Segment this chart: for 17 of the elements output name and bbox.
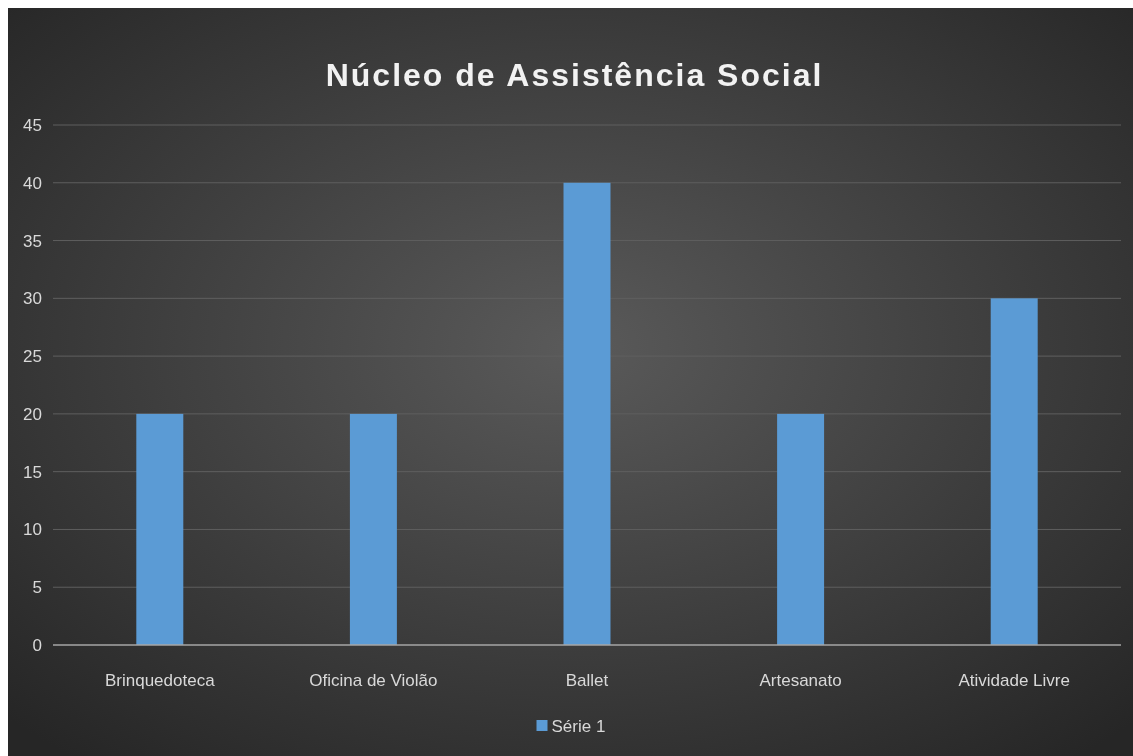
y-tick-label: 25 bbox=[23, 347, 42, 367]
x-tick-label: Oficina de Violão bbox=[309, 671, 438, 690]
y-tick-label: 20 bbox=[23, 404, 42, 424]
y-tick-label: 30 bbox=[23, 289, 42, 309]
y-tick-label: 10 bbox=[23, 520, 42, 540]
y-tick-label: 45 bbox=[23, 115, 42, 135]
y-tick-label: 35 bbox=[23, 231, 42, 251]
chart-title: Núcleo de Assistência Social bbox=[325, 57, 824, 93]
x-tick-label: Atividade Livre bbox=[958, 671, 1070, 690]
x-tick-label: Brinquedoteca bbox=[104, 671, 216, 690]
y-tick-label: 5 bbox=[32, 578, 42, 598]
x-tick-label: Artesanato bbox=[759, 671, 842, 690]
x-tick-label: Ballet bbox=[565, 671, 609, 690]
y-tick-label: 15 bbox=[23, 462, 42, 482]
y-tick-label: 40 bbox=[23, 173, 42, 193]
legend-label: Série 1 bbox=[551, 716, 606, 736]
y-tick-label: 0 bbox=[32, 635, 42, 655]
